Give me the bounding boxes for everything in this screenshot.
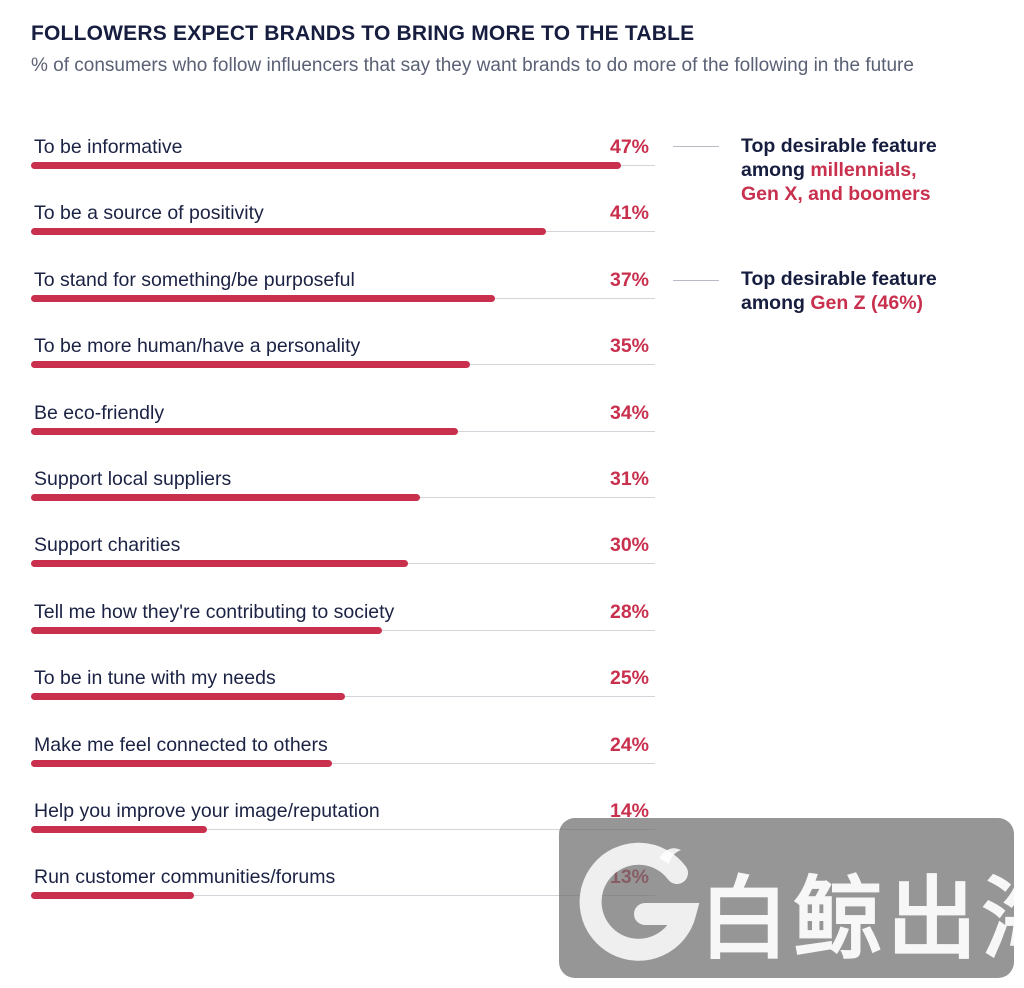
bar [31,361,470,369]
data-label: 28% [609,600,649,623]
chart-row: To be a source of positivity 41% [31,202,655,258]
bar [31,759,332,767]
chart-title: FOLLOWERS EXPECT BRANDS TO BRING MORE TO… [31,22,695,45]
data-label: 25% [609,667,649,690]
data-label: 24% [609,733,649,756]
callout-2-line1: Top desirable feature [741,268,937,290]
callout-2-plain: among [741,292,811,314]
chart-row: To be in tune with my needs 25% [31,667,655,723]
callout-millennials: Top desirable feature among millennials,… [741,134,1011,206]
data-label: 31% [609,468,649,490]
chart-row: Tell me how they're contributing to soci… [31,601,655,657]
data-label: 34% [609,401,649,424]
category-label: Make me feel connected to others [34,733,328,756]
category-label: Tell me how they're contributing to soci… [34,600,395,623]
bar [31,162,621,169]
bar [31,892,194,900]
category-label: Run customer communities/forums [34,866,336,889]
chart-row: To stand for something/be purposeful 37% [31,269,655,325]
watermark-text: 白鲸出海 [699,867,1024,972]
callout-connector-2 [673,280,719,281]
category-label: To be informative [34,136,183,158]
data-label: 47% [609,136,649,158]
callout-gen-z: Top desirable feature among Gen Z (46%) [741,267,1011,315]
category-label: To be in tune with my needs [34,667,276,690]
bar [31,494,420,501]
chart-row: Support local suppliers 31% [31,468,655,524]
bar [31,826,207,833]
bar [31,560,408,568]
category-label: Support local suppliers [34,468,232,490]
watermark: 白鲸出海 [559,818,1024,978]
callout-1-highlight-a: millennials, [810,159,917,181]
data-label: 30% [609,534,649,557]
bar [31,294,495,302]
data-label: 35% [609,335,649,358]
bar-track [31,895,655,897]
category-label: To stand for something/be purposeful [34,268,355,291]
category-label: To be a source of positivity [34,202,264,225]
callout-2-line2: among Gen Z (46%) [741,291,1011,315]
whale-g-logo-icon [579,842,700,961]
bar-track [31,829,655,830]
bar [31,693,345,701]
data-label: 41% [609,202,649,225]
category-label: Help you improve your image/reputation [34,800,380,822]
bar [31,427,458,435]
callout-2-highlight: Gen Z (46%) [810,292,924,314]
category-label: Support charities [34,534,181,557]
chart-row: Help you improve your image/reputation 14… [31,800,655,856]
category-label: Be eco-friendly [34,401,165,424]
bar-track [31,762,655,764]
bar [31,626,382,634]
data-label: 14% [609,800,649,822]
callout-1-line2: among millennials, [741,158,1011,182]
bar [31,228,546,236]
category-label: To be more human/have a personality [34,335,361,358]
callout-1-line1: Top desirable feature [741,135,937,157]
chart-subtitle: % of consumers who follow influencers th… [31,55,914,76]
chart-row: To be informative 47% [31,136,655,192]
callout-1-plain: among [741,159,811,181]
data-label: 37% [609,268,649,291]
chart-row: Be eco-friendly 34% [31,402,655,458]
chart-row: Make me feel connected to others 24% [31,734,655,790]
callout-connector-1 [673,146,719,147]
chart-row: Support charities 30% [31,534,655,590]
chart-row: To be more human/have a personality 35% [31,335,655,391]
callout-1-highlight-b: Gen X, and boomers [741,183,931,205]
